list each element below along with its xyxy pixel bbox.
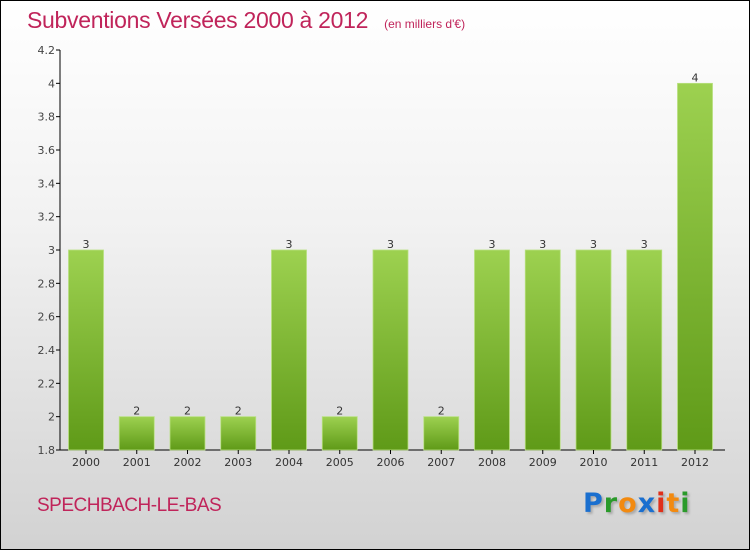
x-tick-label: 2005 xyxy=(326,456,354,469)
bar xyxy=(524,249,561,451)
logo-letter: i xyxy=(680,488,691,519)
y-tick-label: 2.6 xyxy=(38,311,56,324)
bar-value-label: 3 xyxy=(83,238,90,251)
commune-name: SPECHBACH-LE-BAS xyxy=(37,495,222,516)
bar xyxy=(626,249,663,451)
bar xyxy=(372,249,409,451)
y-tick-label: 2.2 xyxy=(38,377,56,390)
x-tick-label: 2011 xyxy=(630,456,658,469)
y-tick-label: 3.8 xyxy=(38,111,56,124)
x-tick-label: 2010 xyxy=(580,456,608,469)
x-tick-label: 2012 xyxy=(681,456,709,469)
bar-value-label: 3 xyxy=(539,238,546,251)
x-tick-label: 2003 xyxy=(224,456,252,469)
logo-letter: o xyxy=(618,488,638,519)
x-tick-label: 2006 xyxy=(377,456,405,469)
bar-value-label: 3 xyxy=(387,238,394,251)
x-tick-label: 2001 xyxy=(123,456,151,469)
bar-value-label: 3 xyxy=(286,238,293,251)
bar-value-label: 3 xyxy=(590,238,597,251)
bar-value-label: 4 xyxy=(692,71,699,84)
bar-value-label: 3 xyxy=(641,238,648,251)
bar xyxy=(220,416,257,451)
proxiti-logo[interactable]: Proxiti xyxy=(583,488,691,519)
y-tick-label: 2.8 xyxy=(38,277,56,290)
x-tick-label: 2002 xyxy=(174,456,202,469)
bar xyxy=(118,416,155,451)
y-tick-label: 3.4 xyxy=(38,177,56,190)
logo-letter: P xyxy=(583,488,604,519)
bar-value-label: 2 xyxy=(133,405,140,418)
bar-value-label: 2 xyxy=(235,405,242,418)
y-tick-label: 2 xyxy=(48,411,55,424)
bar xyxy=(68,249,104,451)
y-tick-label: 4 xyxy=(48,77,55,90)
logo-letter: r xyxy=(603,488,619,519)
x-tick-label: 2004 xyxy=(275,456,303,469)
bar-value-label: 2 xyxy=(336,405,343,418)
y-tick-label: 2.4 xyxy=(38,344,56,357)
y-tick-label: 3 xyxy=(48,244,55,257)
bar-value-label: 2 xyxy=(438,405,445,418)
bar xyxy=(321,416,358,451)
x-tick-label: 2008 xyxy=(478,456,506,469)
bar xyxy=(575,249,612,451)
x-tick-label: 2000 xyxy=(72,456,100,469)
bar xyxy=(271,249,307,451)
y-tick-label: 1.8 xyxy=(38,444,56,457)
chart-header: Subventions Versées 2000 à 2012 (en mill… xyxy=(27,7,465,34)
bar xyxy=(677,82,713,451)
bar xyxy=(423,416,460,451)
logo-letter: i xyxy=(656,488,667,519)
logo-letter: x xyxy=(637,488,657,519)
x-tick-label: 2007 xyxy=(427,456,455,469)
bar-value-label: 3 xyxy=(489,238,496,251)
bar xyxy=(474,249,510,451)
chart-title: Subventions Versées 2000 à 2012 xyxy=(27,7,369,33)
y-tick-label: 3.2 xyxy=(38,211,56,224)
x-tick-label: 2009 xyxy=(529,456,557,469)
logo-letter: t xyxy=(666,488,681,519)
chart-unit-subtitle: (en milliers d'€) xyxy=(384,17,466,31)
y-tick-label: 3.6 xyxy=(38,144,56,157)
y-tick-label: 4.2 xyxy=(38,44,56,57)
bar-value-label: 2 xyxy=(184,405,191,418)
bar xyxy=(169,416,206,451)
